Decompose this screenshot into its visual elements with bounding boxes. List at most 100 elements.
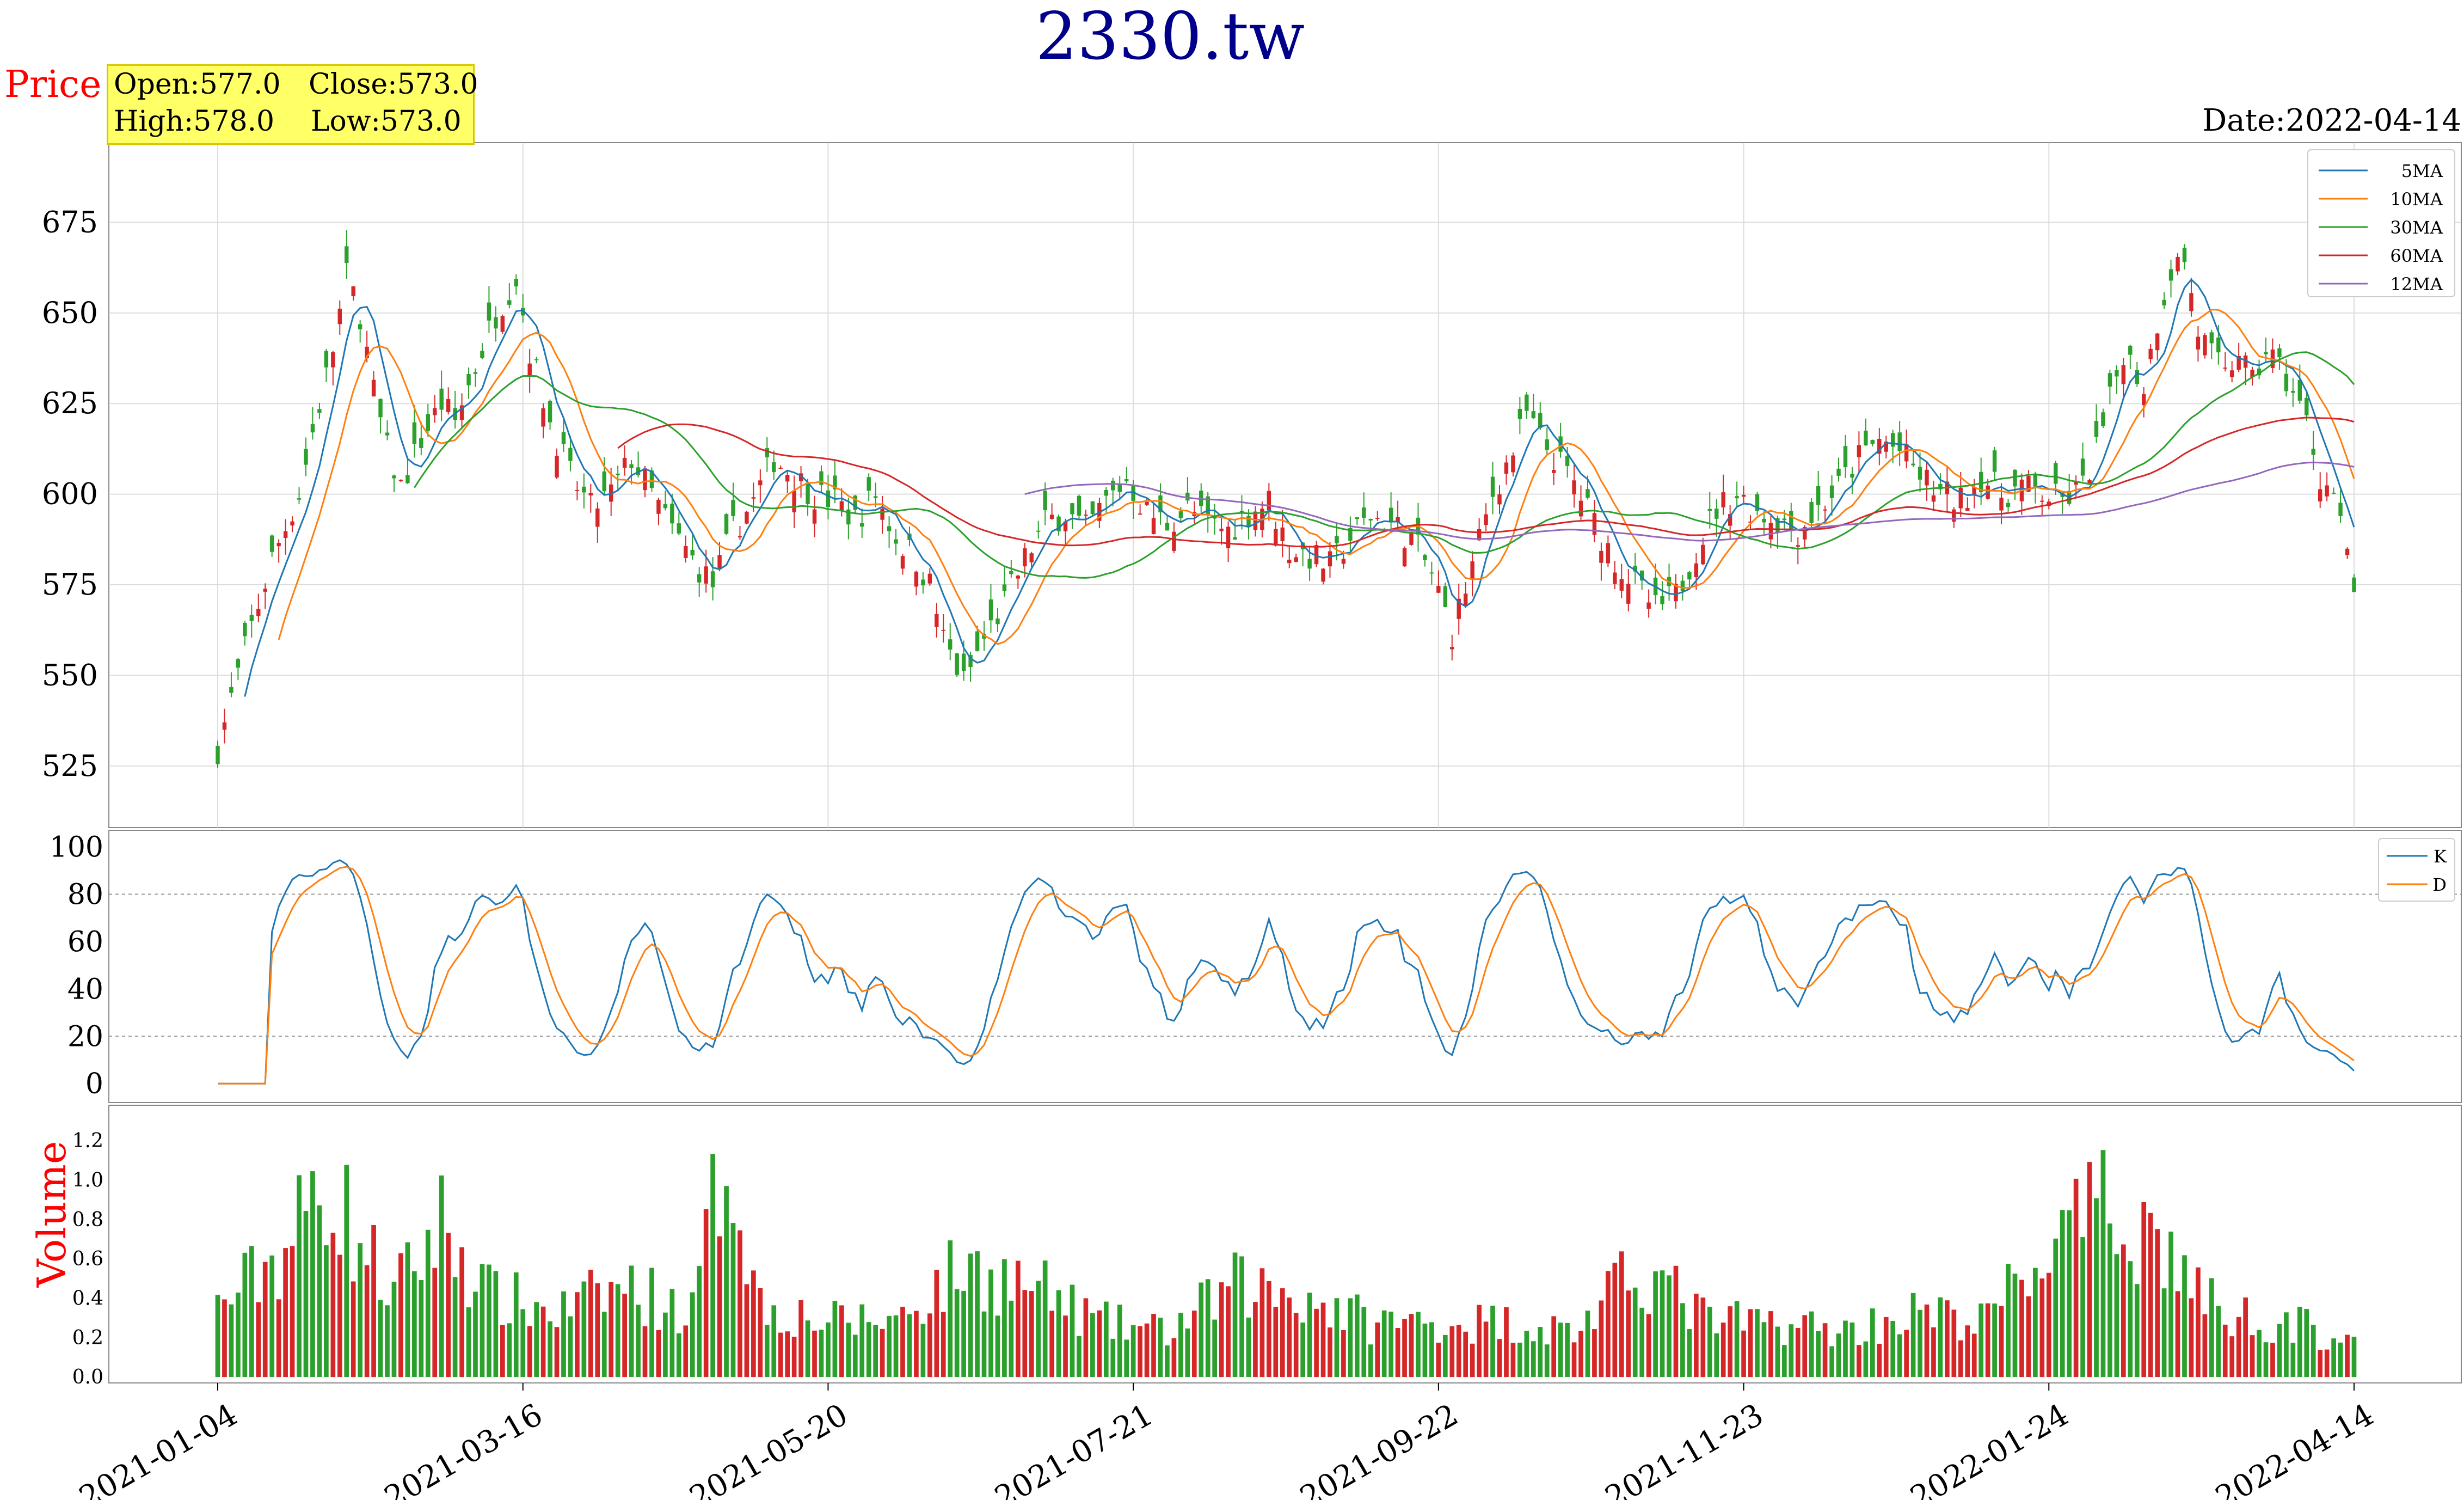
volume-bar xyxy=(405,1242,410,1377)
volume-bar xyxy=(920,1324,926,1377)
volume-bar xyxy=(887,1315,892,1377)
kd-tick-label: 100 xyxy=(50,831,103,864)
volume-bar xyxy=(1612,1263,1618,1377)
candle-body xyxy=(1470,561,1474,580)
volume-bar xyxy=(1822,1323,1828,1377)
candle-body xyxy=(2284,374,2289,391)
legend-label: 10MA xyxy=(2390,189,2443,210)
ma60-line xyxy=(617,417,2355,548)
volume-bar xyxy=(1470,1343,1475,1377)
volume-tick-label: 1.2 xyxy=(72,1130,103,1152)
candle-body xyxy=(1660,596,1664,604)
candle-body xyxy=(2176,256,2180,272)
candle-body xyxy=(758,480,763,486)
x-tick-label: 2021-07-21 xyxy=(989,1397,1159,1500)
volume-bar xyxy=(1517,1343,1522,1377)
candle-body xyxy=(765,448,770,458)
close-value: Close:573.0 xyxy=(309,68,478,101)
candle-body xyxy=(1043,491,1047,511)
volume-bar xyxy=(527,1326,532,1377)
candle-body xyxy=(2026,476,2031,492)
candle-body xyxy=(555,456,559,477)
volume-bar xyxy=(1510,1343,1516,1377)
volume-bar xyxy=(581,1281,587,1377)
volume-bar xyxy=(1741,1330,1746,1377)
candle-body xyxy=(269,535,274,552)
volume-bar xyxy=(1571,1342,1577,1377)
candle-body xyxy=(256,609,261,616)
volume-bar xyxy=(1829,1346,1834,1377)
volume-bar xyxy=(900,1307,905,1377)
volume-bar xyxy=(2100,1150,2106,1377)
volume-bar xyxy=(738,1230,742,1377)
volume-bar xyxy=(1653,1271,1658,1377)
volume-bar xyxy=(595,1283,600,1377)
candle-body xyxy=(1715,509,1719,519)
candle-body xyxy=(2013,469,2017,487)
volume-bar xyxy=(1538,1327,1543,1377)
volume-bar xyxy=(1761,1322,1767,1377)
candle-body xyxy=(439,388,444,410)
volume-bar xyxy=(222,1299,227,1377)
candle-body xyxy=(216,745,220,764)
volume-bar xyxy=(2270,1343,2275,1377)
candle-body xyxy=(1090,501,1095,515)
volume-bar xyxy=(466,1307,471,1377)
candle-body xyxy=(656,499,661,514)
candle-body xyxy=(1619,579,1624,591)
candle-body xyxy=(2203,335,2207,356)
volume-bar xyxy=(1918,1309,1922,1377)
volume-bar xyxy=(534,1302,539,1377)
candle-body xyxy=(961,653,966,671)
volume-bar xyxy=(1714,1333,1719,1377)
volume-bar xyxy=(778,1332,783,1377)
volume-bar xyxy=(2114,1254,2119,1377)
candle-body xyxy=(1077,495,1082,516)
candle-body xyxy=(1511,455,1515,473)
candle-body xyxy=(853,495,857,510)
candle-body xyxy=(2291,391,2295,393)
candle-body xyxy=(310,424,315,433)
volume-bar xyxy=(1063,1315,1068,1377)
volume-bar xyxy=(764,1325,770,1377)
candle-body xyxy=(2135,370,2139,384)
candle-body xyxy=(1843,446,1848,468)
candle-body xyxy=(2331,492,2336,494)
candle-body xyxy=(1335,536,1339,543)
candle-body xyxy=(1145,501,1149,505)
volume-bar xyxy=(1660,1270,1665,1377)
legend-label: K xyxy=(2434,846,2447,867)
candle-body xyxy=(2338,503,2343,516)
candle-body xyxy=(1375,518,1380,519)
candle-body xyxy=(1206,496,1210,516)
candle-body xyxy=(2311,449,2315,455)
volume-bar xyxy=(1978,1303,1984,1377)
candle-body xyxy=(1789,511,1793,529)
candle-body xyxy=(2040,500,2044,502)
volume-bar xyxy=(1239,1256,1244,1377)
volume-bar xyxy=(1280,1288,1285,1377)
volume-bar xyxy=(1890,1321,1896,1377)
candle-body xyxy=(1606,543,1611,564)
volume-bar xyxy=(391,1282,397,1377)
candle-body xyxy=(1185,492,1190,501)
kd-tick-label: 20 xyxy=(67,1020,103,1053)
volume-bar xyxy=(2012,1274,2018,1377)
volume-bar xyxy=(1857,1345,1861,1377)
candle-body xyxy=(297,498,302,500)
volume-bar xyxy=(1381,1310,1387,1377)
volume-bar xyxy=(1416,1312,1421,1377)
candle-body xyxy=(1396,517,1400,522)
volume-bar xyxy=(513,1272,519,1377)
volume-bar xyxy=(1368,1344,1373,1377)
volume-bar xyxy=(819,1330,824,1377)
volume-bar xyxy=(1422,1323,1428,1377)
price-panel-frame xyxy=(108,142,2462,828)
volume-bar xyxy=(446,1233,451,1377)
price-tick-label: 550 xyxy=(42,658,98,692)
volume-bar xyxy=(1592,1329,1597,1377)
volume-bar xyxy=(2196,1267,2201,1377)
ma30-line xyxy=(414,351,2355,579)
candle-body xyxy=(2115,370,2119,377)
volume-bar xyxy=(2216,1306,2221,1377)
